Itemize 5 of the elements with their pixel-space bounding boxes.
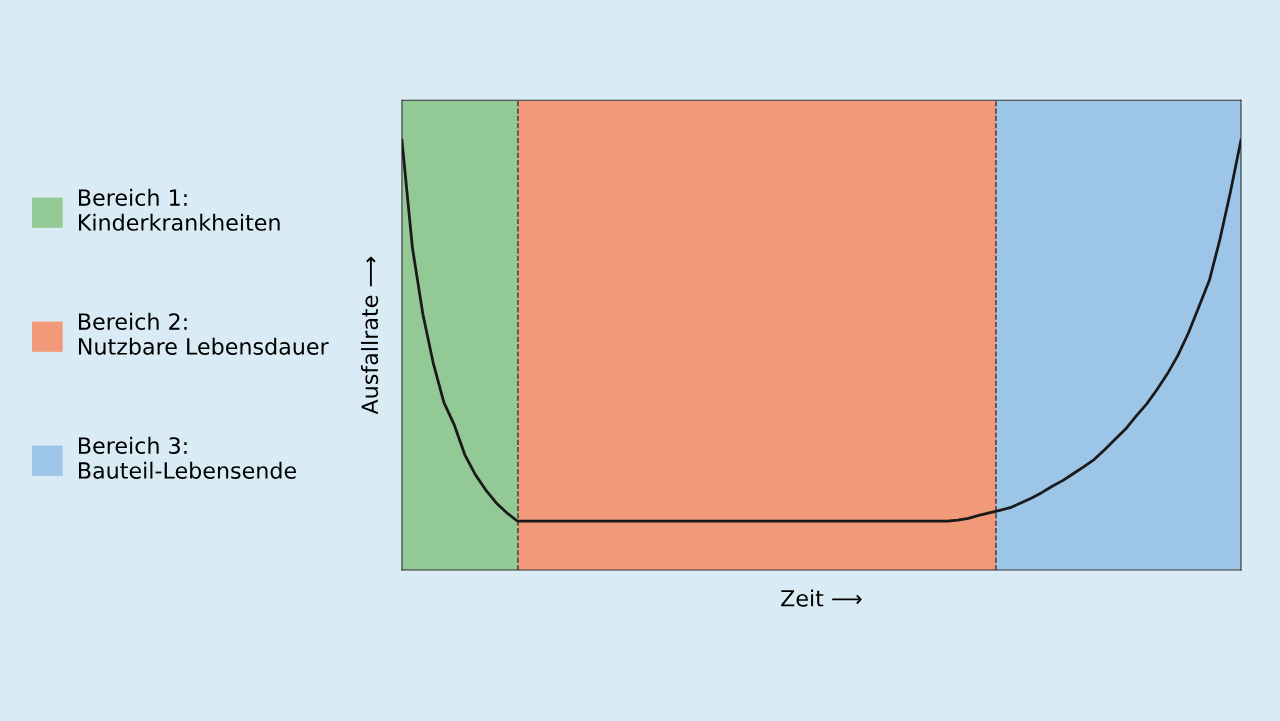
text: Bereich 1: Kinderkrankheiten: [78, 188, 280, 231]
x-axis-title: Zeit ⟶: [781, 589, 862, 607]
y-axis-title: Ausfallrate ⟶: [360, 256, 379, 415]
text: Bereich 3: Bauteil-Lebensende: [78, 436, 296, 479]
text: Bereich 2: Nutzbare Lebensdauer: [78, 312, 329, 355]
